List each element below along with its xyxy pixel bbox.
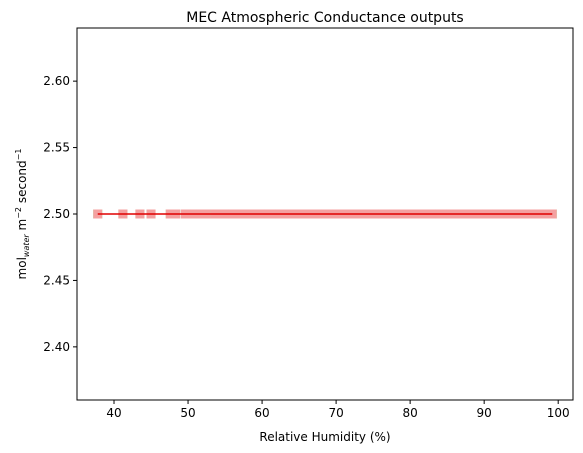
- x-axis: 40 50 60 70 80 90 100: [106, 400, 570, 420]
- y-axis-title-sup1: −2: [14, 207, 23, 219]
- y-tick-label: 2.40: [43, 340, 70, 354]
- chart-title: MEC Atmospheric Conductance outputs: [186, 10, 463, 26]
- y-tick-label: 2.50: [43, 207, 70, 221]
- y-axis-title-sub: water: [22, 234, 31, 258]
- y-axis: 2.40 2.45 2.50 2.55 2.60: [43, 74, 77, 354]
- y-axis-title-mid: m: [15, 219, 29, 235]
- y-axis-title-base: mol: [15, 257, 29, 279]
- x-tick-label: 100: [547, 406, 570, 420]
- y-tick-label: 2.45: [43, 273, 70, 287]
- y-tick-label: 2.60: [43, 74, 70, 88]
- y-axis-title: molwater m−2 second−1: [14, 149, 31, 280]
- x-axis-title: Relative Humidity (%): [259, 430, 390, 444]
- y-tick-label: 2.55: [43, 141, 70, 155]
- x-tick-label: 50: [180, 406, 195, 420]
- x-tick-label: 90: [477, 406, 492, 420]
- plot-area: [93, 209, 557, 219]
- y-axis-title-tail: second: [15, 160, 29, 207]
- x-tick-label: 80: [402, 406, 417, 420]
- x-tick-label: 70: [328, 406, 343, 420]
- x-tick-label: 40: [106, 406, 121, 420]
- y-axis-title-sup2: −1: [14, 149, 23, 161]
- x-tick-label: 60: [254, 406, 269, 420]
